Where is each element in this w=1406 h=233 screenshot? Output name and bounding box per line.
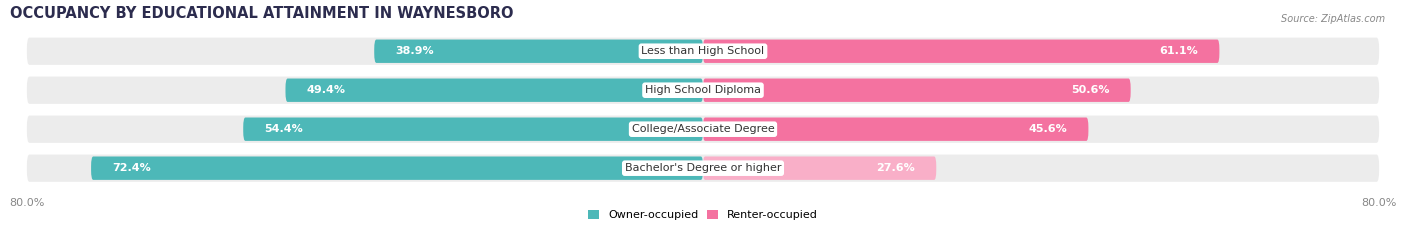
Text: Source: ZipAtlas.com: Source: ZipAtlas.com [1281,14,1385,24]
FancyBboxPatch shape [285,79,703,102]
FancyBboxPatch shape [703,40,1219,63]
Text: OCCUPANCY BY EDUCATIONAL ATTAINMENT IN WAYNESBORO: OCCUPANCY BY EDUCATIONAL ATTAINMENT IN W… [10,6,513,21]
FancyBboxPatch shape [374,40,703,63]
Text: College/Associate Degree: College/Associate Degree [631,124,775,134]
FancyBboxPatch shape [27,77,1379,104]
Text: 38.9%: 38.9% [395,46,434,56]
Text: 54.4%: 54.4% [264,124,304,134]
Legend: Owner-occupied, Renter-occupied: Owner-occupied, Renter-occupied [583,206,823,225]
Text: 50.6%: 50.6% [1071,85,1109,95]
Text: 49.4%: 49.4% [307,85,346,95]
Text: Less than High School: Less than High School [641,46,765,56]
Text: 72.4%: 72.4% [112,163,150,173]
Text: 61.1%: 61.1% [1160,46,1198,56]
FancyBboxPatch shape [703,79,1130,102]
Text: Bachelor's Degree or higher: Bachelor's Degree or higher [624,163,782,173]
FancyBboxPatch shape [27,116,1379,143]
FancyBboxPatch shape [703,157,936,180]
FancyBboxPatch shape [243,117,703,141]
FancyBboxPatch shape [703,117,1088,141]
FancyBboxPatch shape [91,157,703,180]
FancyBboxPatch shape [27,38,1379,65]
Text: 45.6%: 45.6% [1029,124,1067,134]
FancyBboxPatch shape [27,154,1379,182]
Text: High School Diploma: High School Diploma [645,85,761,95]
Text: 27.6%: 27.6% [876,163,915,173]
